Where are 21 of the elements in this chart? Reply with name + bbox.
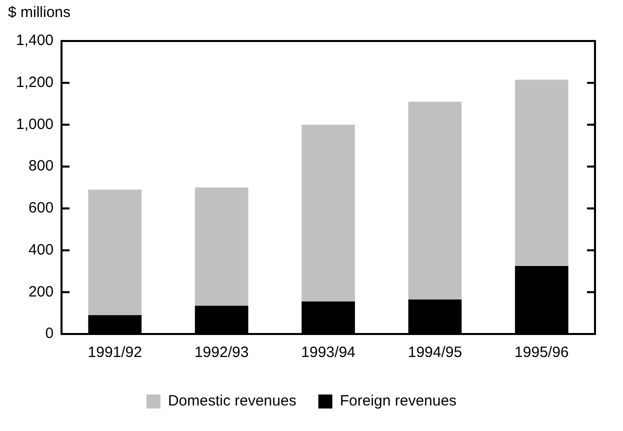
x-tick-label: 1991/92	[88, 344, 142, 362]
bar	[194, 188, 248, 306]
y-tick-label: 1,000	[16, 116, 54, 133]
y-tick-label: 200	[28, 283, 54, 300]
y-tick-label: 600	[28, 200, 54, 217]
bar	[88, 190, 142, 316]
x-tick-label: 1993/94	[301, 344, 356, 362]
y-axis-title: $ millions	[8, 4, 72, 23]
legend-label: Domestic revenues	[168, 392, 296, 410]
y-tick-label: 1,400	[16, 32, 54, 50]
x-tick-label: 1994/95	[408, 344, 462, 362]
x-tick-label: 1992/93	[194, 344, 249, 362]
bar	[408, 102, 462, 300]
y-tick-label: 400	[28, 241, 54, 258]
bar	[302, 124, 355, 302]
y-tick-label: 0	[45, 325, 54, 342]
legend-label: Foreign revenues	[340, 392, 457, 410]
bar	[514, 80, 568, 266]
y-tick-label: 1,200	[16, 74, 54, 91]
x-tick-label: 1995/96	[514, 344, 569, 362]
y-tick-label: 800	[28, 158, 54, 175]
